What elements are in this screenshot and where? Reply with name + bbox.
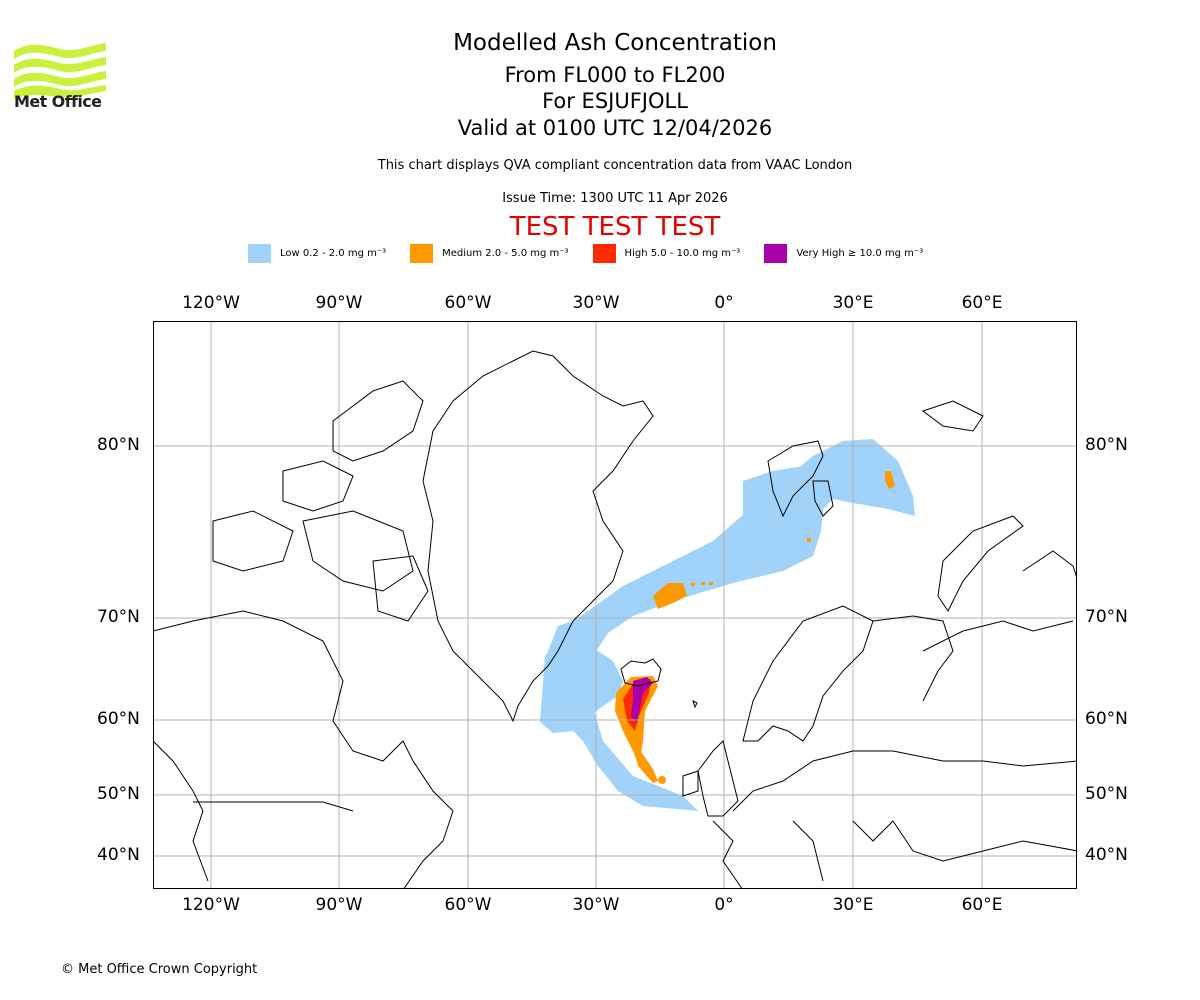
volcano-name: For ESJUFJOLL xyxy=(542,89,688,113)
lon-label-top-120w: 120°W xyxy=(182,293,240,313)
lon-label-bottom-120w: 120°W xyxy=(182,895,240,915)
legend-item-low: Low 0.2 - 2.0 mg m⁻³ xyxy=(248,243,387,263)
met-office-logo-text: Met Office xyxy=(14,92,102,111)
legend-label-medium: Medium 2.0 - 5.0 mg m⁻³ xyxy=(442,247,569,259)
met-office-logo-icon xyxy=(14,43,106,99)
lon-label-top-60e: 60°E xyxy=(961,293,1003,313)
issue-time: Issue Time: 1300 UTC 11 Apr 2026 xyxy=(502,191,728,206)
lat-label-right-80n: 80°N xyxy=(1085,435,1128,455)
lon-label-bottom-60e: 60°E xyxy=(961,895,1003,915)
legend-label-low: Low 0.2 - 2.0 mg m⁻³ xyxy=(280,247,387,259)
lat-label-left-80n: 80°N xyxy=(97,435,140,455)
lon-label-top-90w: 90°W xyxy=(315,293,363,313)
lat-label-left-70n: 70°N xyxy=(97,607,140,627)
chart-description: This chart displays QVA compliant concen… xyxy=(377,158,853,173)
graticule xyxy=(153,321,1077,889)
flight-level-range: From FL000 to FL200 xyxy=(504,63,726,87)
lat-label-left-40n: 40°N xyxy=(97,845,140,865)
lon-label-bottom-30w: 30°W xyxy=(572,895,620,915)
legend-item-high: High 5.0 - 10.0 mg m⁻³ xyxy=(592,243,741,263)
legend-item-medium: Medium 2.0 - 5.0 mg m⁻³ xyxy=(410,243,569,263)
legend-label-high: High 5.0 - 10.0 mg m⁻³ xyxy=(624,247,741,259)
lat-label-left-50n: 50°N xyxy=(97,784,140,804)
coastlines xyxy=(153,350,1077,889)
legend-swatch-medium xyxy=(410,243,434,263)
ash-concentration-map xyxy=(153,321,1077,889)
lon-label-top-30w: 30°W xyxy=(572,293,620,313)
valid-time: Valid at 0100 UTC 12/04/2026 xyxy=(457,116,773,140)
copyright: © Met Office Crown Copyright xyxy=(61,962,258,977)
lon-label-bottom-0: 0° xyxy=(714,895,734,915)
legend-item-very-high: Very High ≥ 10.0 mg m⁻³ xyxy=(764,243,924,263)
legend-swatch-low xyxy=(248,243,271,263)
lon-label-bottom-90w: 90°W xyxy=(315,895,363,915)
legend-label-very-high: Very High ≥ 10.0 mg m⁻³ xyxy=(796,247,924,259)
lon-label-top-0: 0° xyxy=(714,293,734,313)
lat-label-left-60n: 60°N xyxy=(97,709,140,729)
lon-label-bottom-60w: 60°W xyxy=(444,895,492,915)
chart-title: Modelled Ash Concentration xyxy=(453,30,777,56)
ash-layer-very-high xyxy=(631,677,653,723)
legend-swatch-high xyxy=(592,243,616,263)
lon-label-top-30e: 30°E xyxy=(832,293,874,313)
lat-label-right-60n: 60°N xyxy=(1085,709,1128,729)
lon-label-bottom-30e: 30°E xyxy=(832,895,874,915)
map-frame xyxy=(153,321,1077,889)
test-banner: TEST TEST TEST xyxy=(509,212,721,242)
concentration-legend: Low 0.2 - 2.0 mg m⁻³ Medium 2.0 - 5.0 mg… xyxy=(248,243,947,263)
lat-label-right-50n: 50°N xyxy=(1085,784,1128,804)
lon-label-top-60w: 60°W xyxy=(444,293,492,313)
lat-label-right-40n: 40°N xyxy=(1085,845,1128,865)
legend-swatch-very-high xyxy=(764,243,788,263)
lat-label-right-70n: 70°N xyxy=(1085,607,1128,627)
